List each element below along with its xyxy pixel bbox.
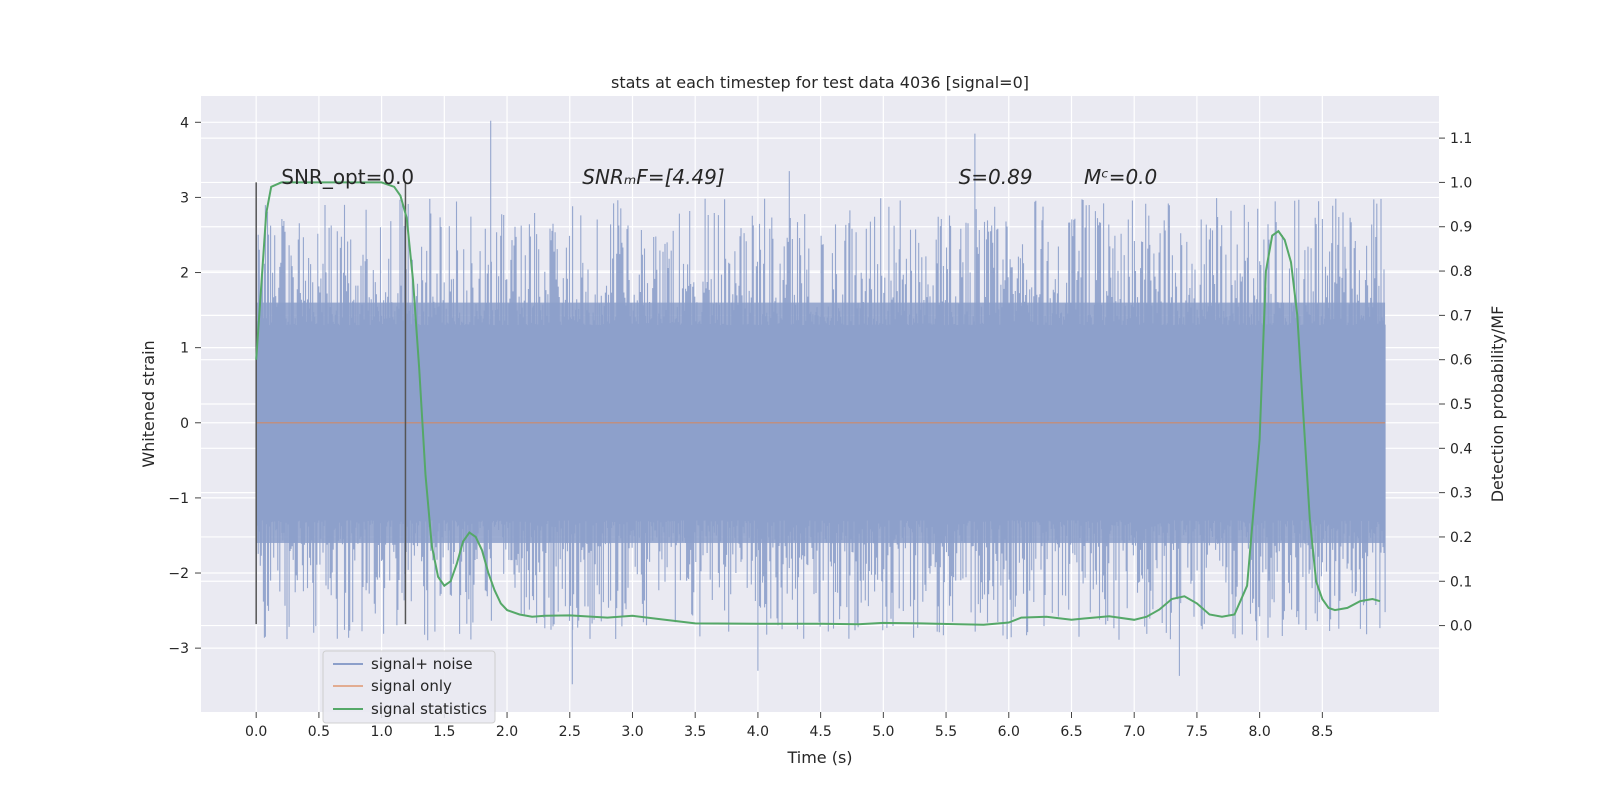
y-right-tick-label: 0.8 (1450, 264, 1472, 280)
x-axis-ticks: 0.0 0.5 1.0 1.5 2.0 2.5 3.0 3.5 4.0 4.5 5.0 5.5 6.0 6… (245, 712, 1333, 740)
annotation-text: SNRₘF=[4.49] (582, 165, 724, 189)
y-left-tick-label: 2 (180, 266, 189, 282)
x-tick-label: 5.0 (872, 724, 894, 740)
y-left-tick-label: −3 (168, 641, 189, 657)
y-right-tick-label: 0.0 (1450, 619, 1472, 635)
annotation-text: S=0.89 (959, 165, 1033, 189)
y-right-axis-label: Detection probability/MF (1488, 306, 1507, 503)
signal-statistics-line (255, 181, 1381, 626)
x-tick-label: 1.0 (370, 724, 392, 740)
y-left-tick-label: −2 (168, 566, 189, 582)
x-tick-label: 6.5 (1060, 724, 1082, 740)
x-tick-label: 2.5 (559, 724, 581, 740)
x-tick-label: 6.0 (998, 724, 1020, 740)
y-left-axis-label: Whitened strain (139, 340, 158, 467)
y-left-axis-ticks: −3 −2 −1 0 1 2 3 4 (168, 115, 201, 657)
y-right-tick-label: 1.0 (1450, 175, 1472, 191)
vertical-markers (255, 182, 407, 625)
x-tick-label: 4.0 (747, 724, 769, 740)
x-tick-label: 7.0 (1123, 724, 1145, 740)
annotation-text: SNR_opt=0.0 (281, 165, 414, 189)
x-tick-label: 5.5 (935, 724, 957, 740)
legend-label-noise: signal+ noise (371, 655, 473, 673)
x-tick-label: 7.5 (1186, 724, 1208, 740)
y-right-tick-label: 0.1 (1450, 574, 1472, 590)
x-tick-label: 4.5 (809, 724, 831, 740)
y-right-tick-label: 0.3 (1450, 486, 1472, 502)
y-right-tick-label: 0.7 (1450, 308, 1472, 324)
y-left-tick-label: 3 (180, 190, 189, 206)
y-right-tick-label: 0.2 (1450, 530, 1472, 546)
annotation-text: Mᶜ=0.0 (1084, 165, 1157, 189)
x-axis-label: Time (s) (786, 748, 852, 767)
y-right-tick-label: 0.5 (1450, 397, 1472, 413)
x-tick-label: 0.0 (245, 724, 267, 740)
x-tick-label: 2.0 (496, 724, 518, 740)
annotations: SNR_opt=0.0 SNRₘF=[4.49] S=0.89 Mᶜ=0.0 (281, 165, 1157, 189)
y-left-tick-label: 4 (180, 115, 189, 131)
legend: signal+ noise signal only signal statist… (322, 650, 496, 724)
y-left-tick-label: 1 (180, 341, 189, 357)
y-right-tick-label: 0.9 (1450, 220, 1472, 236)
x-tick-label: 8.0 (1249, 724, 1271, 740)
x-tick-label: 0.5 (308, 724, 330, 740)
y-left-tick-label: 0 (180, 416, 189, 432)
y-right-axis-ticks: 0.0 0.1 0.2 0.3 0.4 0.5 0.6 0.7 0.8 0.9 1.0 1.1 (1439, 131, 1472, 635)
x-tick-label: 3.0 (621, 724, 643, 740)
legend-label-signal-only: signal only (371, 677, 452, 695)
x-tick-label: 3.5 (684, 724, 706, 740)
y-right-tick-label: 1.1 (1450, 131, 1472, 147)
x-tick-label: 1.5 (433, 724, 455, 740)
y-left-tick-label: −1 (168, 491, 189, 507)
y-right-tick-label: 0.4 (1450, 441, 1472, 457)
legend-label-statistics: signal statistics (371, 700, 487, 718)
y-right-tick-label: 0.6 (1450, 353, 1472, 369)
chart-title: stats at each timestep for test data 403… (611, 73, 1029, 92)
legend-box (322, 650, 496, 724)
x-tick-label: 8.5 (1311, 724, 1333, 740)
